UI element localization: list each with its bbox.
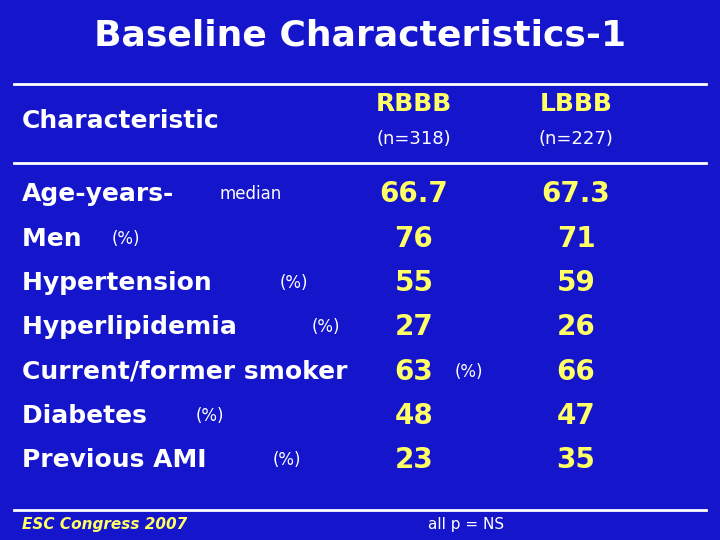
Text: Hypertension: Hypertension (22, 271, 220, 295)
Text: ESC Congress 2007: ESC Congress 2007 (22, 517, 187, 532)
Text: 63: 63 (395, 357, 433, 386)
Text: 66.7: 66.7 (379, 180, 449, 208)
Text: 76: 76 (395, 225, 433, 253)
Text: (%): (%) (454, 362, 483, 381)
Text: Previous AMI: Previous AMI (22, 448, 215, 472)
Text: 71: 71 (557, 225, 595, 253)
Text: 48: 48 (395, 402, 433, 430)
Text: 66: 66 (557, 357, 595, 386)
Text: Current/former smoker: Current/former smoker (22, 360, 356, 383)
Text: (n=318): (n=318) (377, 130, 451, 148)
Text: Characteristic: Characteristic (22, 110, 220, 133)
Text: 59: 59 (557, 269, 595, 297)
Text: 23: 23 (395, 446, 433, 474)
Text: 35: 35 (557, 446, 595, 474)
Text: (%): (%) (112, 230, 140, 248)
Text: Hyperlipidemia: Hyperlipidemia (22, 315, 246, 339)
Text: (n=227): (n=227) (539, 130, 613, 148)
Text: 27: 27 (395, 313, 433, 341)
Text: (%): (%) (312, 318, 340, 336)
Text: LBBB: LBBB (539, 92, 613, 116)
Text: Baseline Characteristics-1: Baseline Characteristics-1 (94, 18, 626, 52)
Text: (%): (%) (272, 451, 301, 469)
Text: 67.3: 67.3 (541, 180, 611, 208)
Text: (%): (%) (279, 274, 307, 292)
Text: 47: 47 (557, 402, 595, 430)
Text: Diabetes: Diabetes (22, 404, 156, 428)
Text: RBBB: RBBB (376, 92, 452, 116)
Text: (%): (%) (195, 407, 224, 425)
Text: 26: 26 (557, 313, 595, 341)
Text: Age-years-: Age-years- (22, 183, 174, 206)
Text: 55: 55 (395, 269, 433, 297)
Text: median: median (220, 185, 282, 204)
Text: all p = NS: all p = NS (428, 517, 505, 532)
Text: Men: Men (22, 227, 90, 251)
